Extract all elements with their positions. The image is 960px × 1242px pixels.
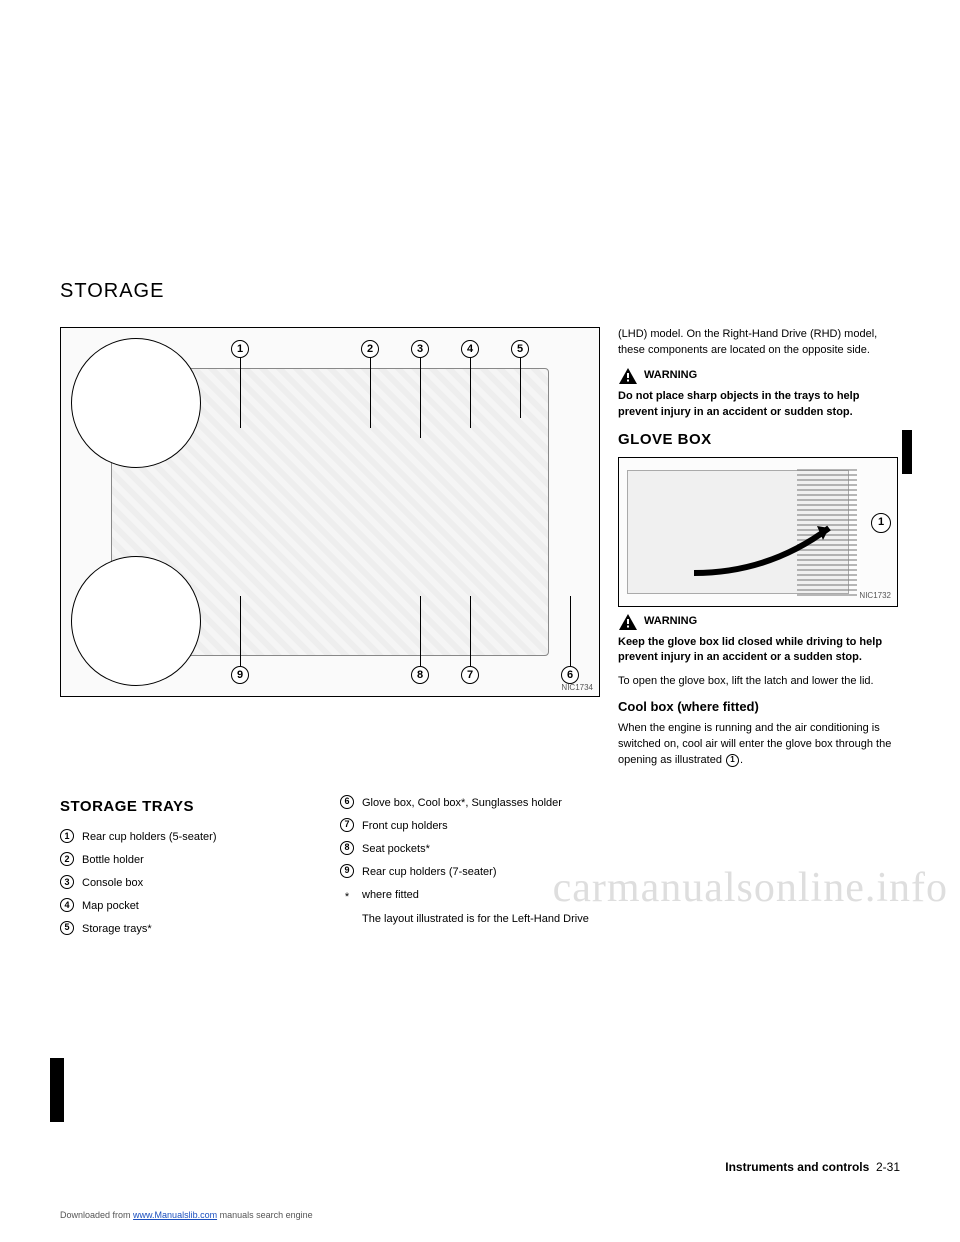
dl-post: manuals search engine xyxy=(217,1210,313,1220)
leader-line xyxy=(520,358,521,418)
list-num: 2 xyxy=(60,852,74,866)
list-num: 1 xyxy=(60,829,74,843)
leader-line xyxy=(240,596,241,666)
list-text: Console box xyxy=(82,873,320,894)
dl-pre: Downloaded from xyxy=(60,1210,133,1220)
cool-box-heading: Cool box (where fitted) xyxy=(618,698,900,717)
lhd-continuation-text: (LHD) model. On the Right-Hand Drive (RH… xyxy=(618,327,900,359)
warning-icon xyxy=(618,367,638,385)
list-num: 8 xyxy=(340,841,354,855)
list-item: 1 Rear cup holders (5-seater) xyxy=(60,827,320,848)
warning-2-text: Keep the glove box lid closed while driv… xyxy=(618,635,900,667)
list-column-left: STORAGE TRAYS 1 Rear cup holders (5-seate… xyxy=(60,793,320,942)
callout-3: 3 xyxy=(411,340,429,358)
callout-2: 2 xyxy=(361,340,379,358)
list-item: * where fitted xyxy=(340,885,600,908)
warning-block-2: WARNING xyxy=(618,613,900,631)
callout-7: 7 xyxy=(461,666,479,684)
list-item: 7 Front cup holders xyxy=(340,816,600,837)
list-item: 9 Rear cup holders (7-seater) xyxy=(340,862,600,883)
side-tab-left xyxy=(50,1058,64,1122)
list-text: Glove box, Cool box*, Sunglasses holder xyxy=(362,793,600,814)
glove-figure-id: NIC1732 xyxy=(859,590,891,602)
leader-line xyxy=(470,358,471,428)
leader-line xyxy=(240,358,241,428)
glove-box-figure: 1 NIC1732 xyxy=(618,457,898,607)
list-item: 3 Console box xyxy=(60,873,320,894)
download-line: Downloaded from www.Manualslib.com manua… xyxy=(60,1210,313,1220)
main-figure: 1 2 3 4 5 6 7 8 9 NIC1734 xyxy=(60,327,600,697)
list-text: Front cup holders xyxy=(362,816,600,837)
warning-block-1: WARNING xyxy=(618,367,900,385)
callout-6: 6 xyxy=(561,666,579,684)
leader-line xyxy=(570,596,571,666)
glove-arrow xyxy=(689,518,849,578)
list-num: 5 xyxy=(60,921,74,935)
list-text: Rear cup holders (7-seater) xyxy=(362,862,600,883)
leader-line xyxy=(420,596,421,666)
manualslib-link[interactable]: www.Manualslib.com xyxy=(133,1210,217,1220)
glove-callout-1: 1 xyxy=(871,513,891,533)
callout-8: 8 xyxy=(411,666,429,684)
list-item: 4 Map pocket xyxy=(60,896,320,917)
list-star: * xyxy=(340,887,354,908)
leader-line xyxy=(470,596,471,666)
storage-trays-heading: STORAGE TRAYS xyxy=(60,793,320,822)
list-item: 5 Storage trays* xyxy=(60,919,320,940)
leader-line xyxy=(420,358,421,438)
list-text: Rear cup holders (5-seater) xyxy=(82,827,320,848)
list-item: The layout illustrated is for the Left-H… xyxy=(340,909,600,930)
figure-id: NIC1734 xyxy=(561,683,593,692)
right-column: (LHD) model. On the Right-Hand Drive (RH… xyxy=(618,327,900,777)
list-num: 7 xyxy=(340,818,354,832)
warning-label: WARNING xyxy=(644,368,697,384)
inset-bottom-left xyxy=(71,556,201,686)
cool-text-pre: When the engine is running and the air c… xyxy=(618,722,891,766)
footnote-text: where fitted xyxy=(362,885,600,906)
glove-open-text: To open the glove box, lift the latch an… xyxy=(618,674,900,690)
glove-box-heading: GLOVE BOX xyxy=(618,429,900,451)
warning-label: WARNING xyxy=(644,614,697,630)
callout-9: 9 xyxy=(231,666,249,684)
layout-note: The layout illustrated is for the Left-H… xyxy=(362,909,600,930)
list-text: Seat pockets* xyxy=(362,839,600,860)
chapter-name: Instruments and controls xyxy=(725,1160,869,1174)
list-item: 2 Bottle holder xyxy=(60,850,320,871)
page-number: 2-31 xyxy=(876,1160,900,1174)
inset-top-left xyxy=(71,338,201,468)
page-footer: Instruments and controls 2-31 xyxy=(725,1160,900,1174)
list-num: 3 xyxy=(60,875,74,889)
list-num: 4 xyxy=(60,898,74,912)
leader-line xyxy=(370,358,371,428)
list-num: 9 xyxy=(340,864,354,878)
callout-5: 5 xyxy=(511,340,529,358)
list-item: 8 Seat pockets* xyxy=(340,839,600,860)
cool-ref-1: 1 xyxy=(726,754,739,767)
callout-4: 4 xyxy=(461,340,479,358)
warning-1-text: Do not place sharp objects in the trays … xyxy=(618,389,900,421)
side-tab-right xyxy=(902,430,912,474)
list-text: Bottle holder xyxy=(82,850,320,871)
callout-1: 1 xyxy=(231,340,249,358)
list-num: 6 xyxy=(340,795,354,809)
list-text: Map pocket xyxy=(82,896,320,917)
list-column-right: 6 Glove box, Cool box*, Sunglasses holder… xyxy=(340,793,600,942)
cool-box-text: When the engine is running and the air c… xyxy=(618,721,900,769)
list-text: Storage trays* xyxy=(82,919,320,940)
list-item: 6 Glove box, Cool box*, Sunglasses holder xyxy=(340,793,600,814)
page-title: STORAGE xyxy=(60,280,900,303)
warning-icon xyxy=(618,613,638,631)
cool-text-post: . xyxy=(740,754,743,766)
